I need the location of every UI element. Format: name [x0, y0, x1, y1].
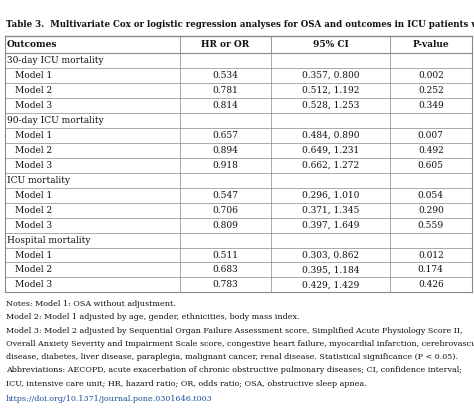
- Text: 0.054: 0.054: [418, 191, 444, 200]
- Text: 0.657: 0.657: [212, 131, 238, 140]
- Text: Outcomes: Outcomes: [7, 40, 57, 49]
- Text: Abbreviations: AECOPD, acute exacerbation of chronic obstructive pulmonary disea: Abbreviations: AECOPD, acute exacerbatio…: [6, 366, 462, 374]
- Text: 0.649, 1.231: 0.649, 1.231: [302, 146, 359, 155]
- Text: Model 3: Model 3: [15, 280, 52, 290]
- Text: 0.783: 0.783: [212, 280, 238, 290]
- Text: 0.012: 0.012: [418, 250, 444, 260]
- Text: 0.781: 0.781: [212, 86, 238, 95]
- Text: 0.605: 0.605: [418, 161, 444, 170]
- Text: HR or OR: HR or OR: [201, 40, 249, 49]
- Text: 0.303, 0.862: 0.303, 0.862: [302, 250, 359, 260]
- Text: Model 1: Model 1: [15, 191, 53, 200]
- Text: Model 2: Model 2: [15, 265, 52, 275]
- Text: 0.395, 1.184: 0.395, 1.184: [301, 265, 359, 275]
- Text: Notes: Model 1: OSA without adjustment.: Notes: Model 1: OSA without adjustment.: [6, 300, 175, 308]
- Text: 0.492: 0.492: [418, 146, 444, 155]
- Text: disease, diabetes, liver disease, paraplegia, malignant cancer, renal disease. S: disease, diabetes, liver disease, parapl…: [6, 353, 458, 361]
- Text: 0.894: 0.894: [212, 146, 238, 155]
- Text: 0.371, 1.345: 0.371, 1.345: [302, 206, 359, 215]
- Text: 0.357, 0.800: 0.357, 0.800: [301, 71, 359, 80]
- Text: Model 3: Model 2 adjusted by Sequential Organ Failure Assessment score, Simplifi: Model 3: Model 2 adjusted by Sequential …: [6, 327, 462, 334]
- Text: P-value: P-value: [412, 40, 449, 49]
- Text: Model 1: Model 1: [15, 71, 53, 80]
- Text: 0.809: 0.809: [212, 220, 238, 230]
- Text: Model 2: Model 1 adjusted by age, gender, ethnicities, body mass index.: Model 2: Model 1 adjusted by age, gender…: [6, 313, 299, 321]
- Text: 0.512, 1.192: 0.512, 1.192: [302, 86, 359, 95]
- Text: 0.547: 0.547: [212, 191, 238, 200]
- Text: 0.814: 0.814: [212, 101, 238, 110]
- Text: ICU, intensive care unit; HR, hazard ratio; OR, odds ratio; OSA, obstructive sle: ICU, intensive care unit; HR, hazard rat…: [6, 380, 366, 388]
- Text: 0.349: 0.349: [418, 101, 444, 110]
- Text: ICU mortality: ICU mortality: [7, 176, 70, 185]
- Text: 0.290: 0.290: [418, 206, 444, 215]
- Text: 0.662, 1.272: 0.662, 1.272: [302, 161, 359, 170]
- Text: Model 1: Model 1: [15, 131, 53, 140]
- Text: Model 3: Model 3: [15, 220, 52, 230]
- Text: Hospital mortality: Hospital mortality: [7, 235, 90, 245]
- Text: 0.429, 1.429: 0.429, 1.429: [302, 280, 359, 290]
- Text: Overall Anxiety Severity and Impairment Scale score, congestive heart failure, m: Overall Anxiety Severity and Impairment …: [6, 340, 474, 348]
- Text: 0.002: 0.002: [418, 71, 444, 80]
- Text: Model 3: Model 3: [15, 101, 52, 110]
- Text: 0.528, 1.253: 0.528, 1.253: [302, 101, 359, 110]
- Text: 0.706: 0.706: [212, 206, 238, 215]
- Text: 0.007: 0.007: [418, 131, 444, 140]
- Text: 0.426: 0.426: [418, 280, 444, 290]
- Text: Model 3: Model 3: [15, 161, 52, 170]
- Text: 0.534: 0.534: [212, 71, 238, 80]
- Text: 0.252: 0.252: [418, 86, 444, 95]
- Text: Model 2: Model 2: [15, 86, 52, 95]
- Text: 30-day ICU mortality: 30-day ICU mortality: [7, 56, 103, 65]
- Text: 0.397, 1.649: 0.397, 1.649: [302, 220, 359, 230]
- Text: 0.174: 0.174: [418, 265, 444, 275]
- Text: Model 1: Model 1: [15, 250, 53, 260]
- Text: https://doi.org/10.1371/journal.pone.0301646.t003: https://doi.org/10.1371/journal.pone.030…: [6, 395, 212, 403]
- Text: 90-day ICU mortality: 90-day ICU mortality: [7, 116, 103, 125]
- Text: Table 3.  Multivariate Cox or logistic regression analyses for OSA and outcomes : Table 3. Multivariate Cox or logistic re…: [6, 20, 474, 29]
- Text: 0.559: 0.559: [418, 220, 444, 230]
- Text: 0.296, 1.010: 0.296, 1.010: [302, 191, 359, 200]
- Text: 0.918: 0.918: [212, 161, 238, 170]
- Text: Model 2: Model 2: [15, 146, 52, 155]
- Text: 0.683: 0.683: [212, 265, 238, 275]
- Text: Model 2: Model 2: [15, 206, 52, 215]
- Text: 0.511: 0.511: [212, 250, 238, 260]
- Text: 0.484, 0.890: 0.484, 0.890: [301, 131, 359, 140]
- Text: 95% CI: 95% CI: [312, 40, 348, 49]
